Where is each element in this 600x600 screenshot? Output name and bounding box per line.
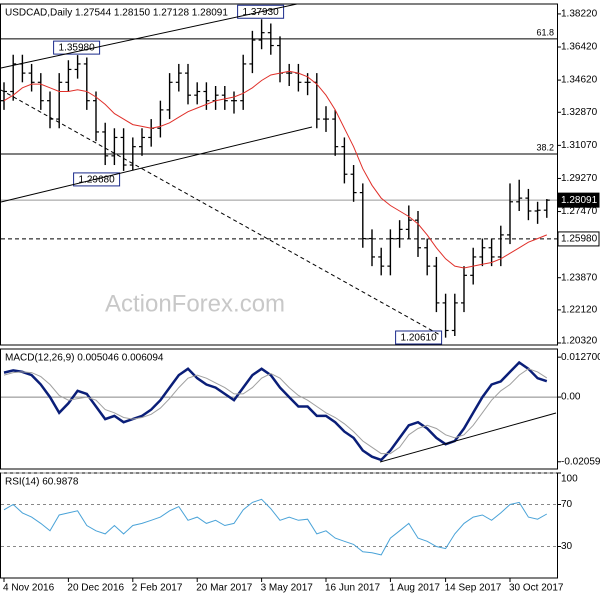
fib-label: 61.8	[536, 27, 554, 37]
y-tick-label: 1.20320	[561, 336, 598, 347]
series-line	[3, 498, 548, 556]
price-label: 1.25980	[561, 234, 598, 245]
y-tick-label: 1.38220	[561, 9, 598, 20]
panel-title: USDCAD,Daily 1.27544 1.28150 1.27128 1.2…	[5, 8, 228, 19]
y-tick-label: 1.32870	[561, 107, 598, 118]
y-tick-label: -0.020599	[561, 456, 600, 467]
trend-lines	[0, 3, 557, 463]
series-line	[3, 360, 548, 462]
x-tick-label: 20 Dec 2016	[67, 583, 124, 594]
annotation-label: 1.37930	[243, 7, 280, 18]
x-tick-label: 20 Mar 2017	[196, 583, 253, 594]
panel-frame	[0, 348, 558, 470]
price-label-box	[557, 192, 600, 208]
y-tick-label: 0.012700	[561, 352, 600, 363]
x-tick-label: 1 Aug 2017	[389, 583, 440, 594]
panel-title: RSI(14) 60.9878	[5, 477, 79, 488]
series-line	[3, 368, 548, 455]
y-tick-label: 70	[561, 499, 573, 510]
y-tick-label: 1.29270	[561, 173, 598, 184]
annotation-label: 1.35980	[59, 43, 96, 54]
x-tick-label: 3 May 2017	[261, 583, 314, 594]
macd-trend	[379, 412, 557, 463]
watermark: ActionForex.com	[105, 290, 285, 317]
panel-frame	[0, 3, 558, 346]
y-tick-label: 1.27470	[561, 206, 598, 217]
y-tick-label: 100	[561, 474, 578, 485]
y-tick-label: 30	[561, 541, 573, 552]
x-tick-label: 2 Feb 2017	[132, 583, 183, 594]
price-label: 1.28091	[561, 195, 598, 206]
panel-title: MACD(12,26,9) 0.005046 0.006094	[5, 353, 164, 364]
annotation-label: 1.20610	[401, 333, 438, 344]
y-tick-label: 1.34620	[561, 75, 598, 86]
x-tick-label: 30 Oct 2017	[509, 583, 564, 594]
x-tick-label: 4 Nov 2016	[3, 583, 55, 594]
series-line	[3, 70, 547, 269]
x-tick-label: 14 Sep 2017	[445, 583, 502, 594]
channel-lower	[0, 126, 313, 203]
fib-label: 38.2	[536, 142, 554, 152]
y-tick-label: 1.22120	[561, 305, 598, 316]
y-tick-label: 1.31070	[561, 140, 598, 151]
channel-upper	[0, 3, 298, 69]
y-tick-label: 0.00	[561, 392, 581, 403]
annotation-label: 1.29680	[79, 175, 116, 186]
y-tick-label: 1.36420	[561, 42, 598, 53]
x-tick-label: 16 Jun 2017	[325, 583, 380, 594]
price-label-box	[557, 231, 600, 247]
annotation-box	[395, 330, 443, 345]
annotation-box	[53, 40, 101, 55]
y-tick-label: 1.23870	[561, 272, 598, 283]
panel-frame	[0, 472, 558, 579]
